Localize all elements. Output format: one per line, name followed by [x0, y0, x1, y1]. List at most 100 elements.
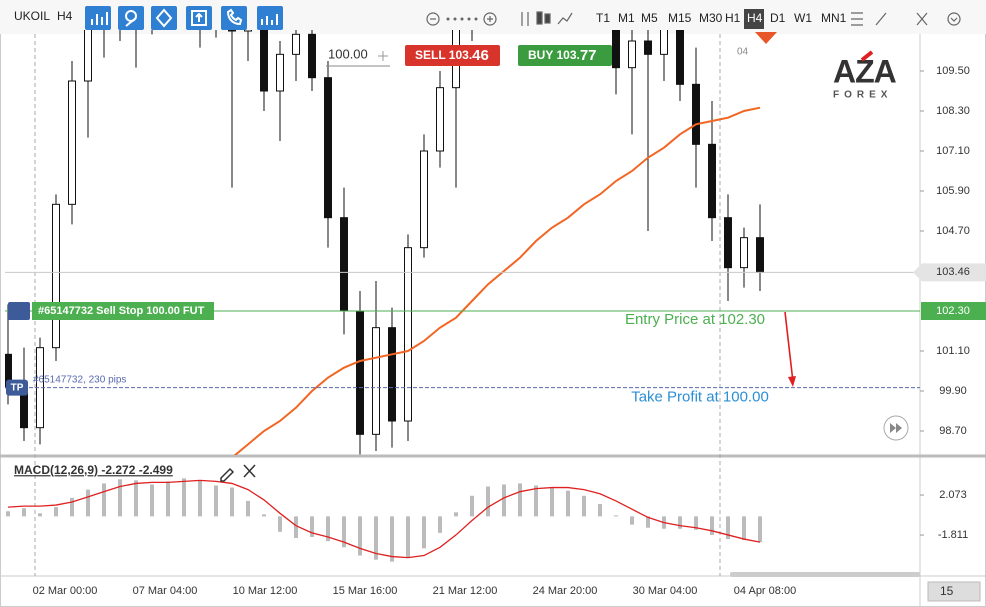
plus-icon[interactable]: [378, 51, 388, 61]
symbol[interactable]: UKOIL: [14, 9, 50, 23]
timeframes: T1 M1 M5 M15 M30 H1 H4 D1 W1 MN1: [596, 9, 847, 29]
scroll-icon: [890, 423, 902, 433]
macd-bar: [214, 485, 218, 517]
candle-body: [436, 87, 444, 152]
macd-tools[interactable]: [220, 464, 256, 482]
y-tick-label: 101.10: [936, 345, 970, 357]
timeframe[interactable]: H4: [57, 9, 73, 23]
macd-bar: [54, 507, 58, 517]
macd-bar: [6, 511, 10, 517]
timeframe-button[interactable]: H1: [725, 11, 741, 25]
candle-body: [628, 40, 636, 69]
y-tick-label: 104.70: [936, 225, 970, 237]
buy-button[interactable]: [518, 45, 612, 66]
page-counter-box: [927, 581, 981, 602]
macd-bar: [310, 516, 314, 537]
tp-tag: #65147732, 230 pips: [33, 374, 126, 385]
macd-bar: [294, 516, 298, 539]
macd-bar: [150, 484, 154, 517]
sell-price-big: 46: [472, 47, 489, 64]
candle-body: [644, 40, 652, 55]
tool-button[interactable]: [151, 6, 177, 30]
sell-button[interactable]: [405, 45, 500, 66]
amount[interactable]: 100.00: [328, 46, 368, 61]
macd-bar: [502, 484, 506, 517]
y-tick-label: 99.90: [939, 385, 967, 397]
macd-bar: [182, 478, 186, 517]
candle-body: [708, 143, 716, 219]
timeframe-button[interactable]: W1: [794, 11, 812, 25]
timeframe-button[interactable]: M1: [618, 11, 635, 25]
candle-body: [68, 80, 76, 205]
candle-body: [692, 83, 700, 145]
arrow-head: [788, 376, 796, 387]
macd-bar: [438, 516, 442, 533]
tool-button[interactable]: [118, 6, 144, 30]
buy-price: 103.: [556, 48, 579, 62]
macd-bar: [358, 516, 362, 556]
timeframe-button[interactable]: MN1: [821, 11, 847, 25]
candle-body: [244, 30, 252, 32]
scrollbar[interactable]: [730, 572, 920, 577]
candle-body: [324, 77, 332, 219]
timeframe-button[interactable]: M30: [699, 11, 723, 25]
candle-body: [260, 30, 268, 92]
macd-signal: [7, 479, 761, 559]
x-tick-label: 10 Mar 12:00: [233, 585, 298, 597]
timeframe-button[interactable]: H4: [747, 11, 763, 25]
macd-bar: [470, 495, 474, 517]
timeframe-button[interactable]: M5: [641, 11, 658, 25]
order-tag-box: [32, 302, 214, 320]
sell-text: SELL: [415, 48, 445, 62]
macd-bar: [166, 481, 170, 517]
y-tick-label: 105.90: [936, 185, 970, 197]
macd-bar: [262, 514, 266, 517]
candle-body: [292, 33, 300, 55]
macd-bar: [118, 479, 122, 517]
timeframe-button[interactable]: M15: [668, 11, 692, 25]
current-price-box: [913, 263, 986, 282]
tool-button[interactable]: [257, 6, 283, 30]
macd-bar: [246, 500, 250, 517]
candle-body: [676, 30, 684, 85]
macd-title: MACD(12,26,9) -2.272 -2.499: [14, 463, 173, 477]
candle-body: [52, 203, 60, 349]
x-tick-label: 02 Mar 00:00: [33, 585, 98, 597]
x-tick-label: 24 Mar 20:00: [533, 585, 598, 597]
order-tag: #65147732 Sell Stop 100.00 FUT: [38, 305, 205, 317]
candle-body: [356, 310, 364, 435]
candle-body: [612, 30, 620, 69]
macd-bar: [86, 489, 90, 517]
macd-bar: [582, 495, 586, 517]
y-tick-label: 98.70: [939, 425, 967, 437]
timeframe-button[interactable]: D1: [770, 11, 786, 25]
candle-body: [388, 327, 396, 422]
zoom-controls[interactable]: [426, 11, 961, 26]
y-tick-label: 108.30: [936, 105, 970, 117]
entry-axis-label: 102.30: [936, 305, 970, 317]
candle-body: [84, 30, 92, 82]
sell-price: 103.: [449, 48, 472, 62]
candle-body: [420, 150, 428, 249]
macd-bar: [326, 516, 330, 542]
macd-bar: [630, 516, 634, 525]
macd-bar: [614, 515, 618, 517]
entry-axis-box: [921, 302, 986, 320]
timeframe-button[interactable]: T1: [596, 11, 610, 25]
marker-triangle: [755, 32, 777, 44]
candle-body: [740, 237, 748, 269]
y-tick-label: 107.10: [936, 145, 970, 157]
overlays: 103.46 102.30 #65147732 Sell Stop 100.00 F…: [5, 263, 986, 406]
macd-bar: [70, 497, 74, 517]
tool-icons: [91, 8, 278, 28]
macd-bar: [486, 486, 490, 517]
x-tick-label: 07 Mar 04:00: [133, 585, 198, 597]
macd-bar: [742, 516, 746, 541]
sell-label: SELL 103.46: [415, 47, 489, 64]
macd-bar: [422, 516, 426, 549]
page-counter: 15: [940, 584, 954, 598]
y-tick-label: 109.50: [936, 65, 970, 77]
macd-bar: [566, 490, 570, 517]
candle-body: [756, 237, 764, 273]
tp-badge: [6, 379, 28, 396]
